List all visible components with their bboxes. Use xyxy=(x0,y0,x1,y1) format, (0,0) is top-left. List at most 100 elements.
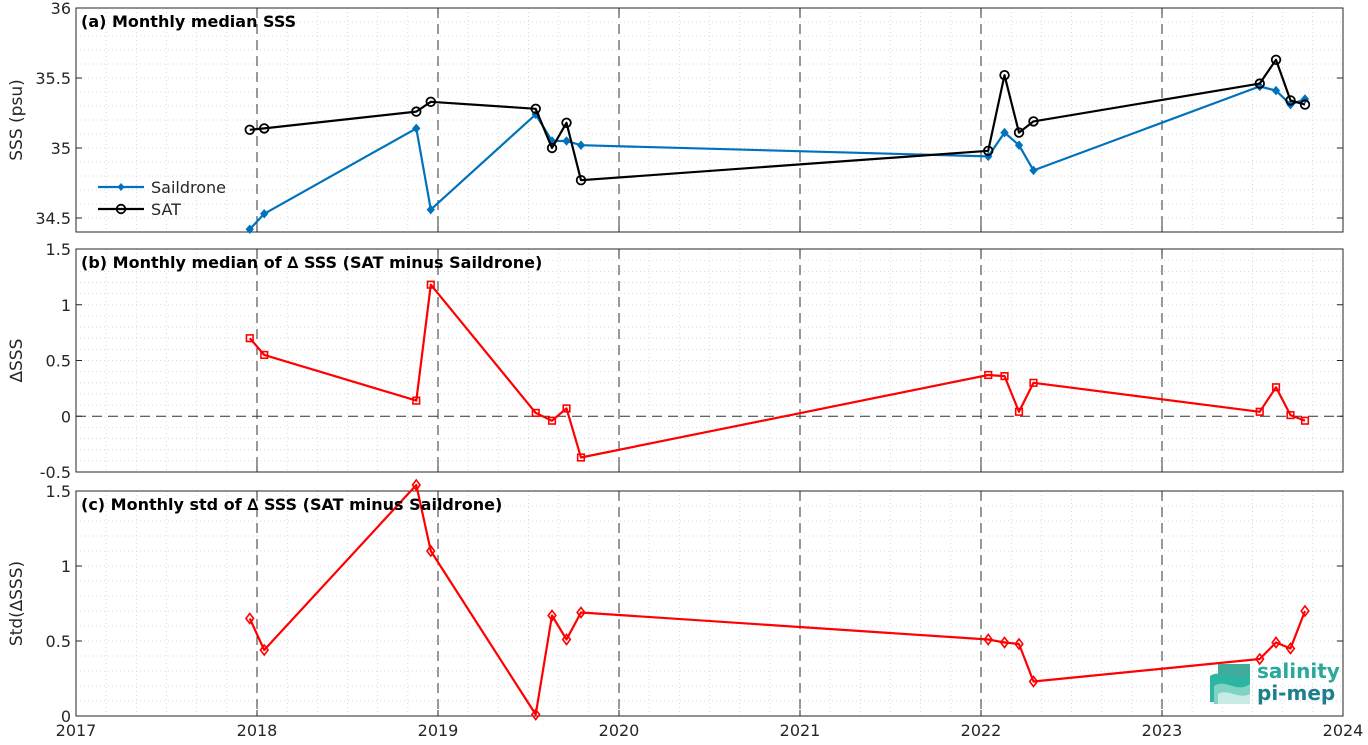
y-tick-label: 1.5 xyxy=(46,482,71,501)
data-point xyxy=(1270,54,1282,66)
data-point xyxy=(1014,407,1024,416)
data-point xyxy=(1000,127,1009,138)
data-point xyxy=(245,224,254,234)
logo-line1: salinity xyxy=(1257,659,1340,683)
data-point xyxy=(1014,140,1024,150)
x-tick-label: 2022 xyxy=(961,721,1002,740)
data-point xyxy=(1299,99,1311,110)
data-point xyxy=(425,96,436,108)
data-point xyxy=(1271,636,1281,649)
data-point xyxy=(547,609,557,622)
data-point xyxy=(983,145,994,157)
y-tick-label: 34.5 xyxy=(35,209,71,228)
y-tick-label: 0.5 xyxy=(46,352,71,371)
x-tick-label: 2024 xyxy=(1323,721,1364,740)
data-point xyxy=(561,117,572,129)
y-tick-label: 36 xyxy=(51,0,71,18)
data-point xyxy=(244,124,255,136)
data-point xyxy=(259,123,270,134)
data-point xyxy=(425,544,436,558)
data-point xyxy=(531,408,540,418)
y-tick-label: 0.5 xyxy=(46,632,71,651)
panel-title: (a) Monthly median SSS xyxy=(81,12,296,31)
data-point xyxy=(546,142,558,154)
x-tick-label: 2018 xyxy=(237,721,278,740)
salinity-pi-mep-logo: salinity pi-mep xyxy=(1210,659,1340,705)
data-point xyxy=(412,123,421,134)
data-point xyxy=(411,478,422,492)
data-point xyxy=(999,69,1010,81)
wave-icon xyxy=(1210,664,1250,704)
series-delta xyxy=(245,280,1310,462)
data-point xyxy=(1254,652,1265,666)
data-point xyxy=(1029,165,1038,176)
panel-title: (c) Monthly std of ∆ SSS (SAT minus Sail… xyxy=(81,495,502,514)
data-point xyxy=(1028,116,1039,127)
legend-label: SAT xyxy=(151,200,181,219)
data-point xyxy=(244,612,255,625)
data-point xyxy=(983,633,994,646)
series-line xyxy=(249,58,1306,182)
logo-line2: pi-mep xyxy=(1257,681,1335,705)
data-point xyxy=(1300,416,1310,425)
data-point xyxy=(245,334,254,343)
panel-b-median-delta-sss: -0.5 0 0.5 1 1.5 ∆SSS (b) Monthly median of ∆ … xyxy=(7,240,1344,482)
legend: Saildrone SAT xyxy=(98,178,226,219)
data-point xyxy=(1013,127,1025,138)
data-point xyxy=(412,396,421,405)
y-tick-label: 1 xyxy=(61,296,71,315)
data-point xyxy=(259,643,270,657)
data-point xyxy=(426,204,435,215)
legend-label: Saildrone xyxy=(151,178,226,197)
data-point xyxy=(561,633,572,646)
data-point xyxy=(547,416,557,425)
data-point xyxy=(1029,378,1038,387)
y-tick-label: 35.5 xyxy=(35,69,71,88)
data-point xyxy=(576,606,586,619)
x-tick-label: 2019 xyxy=(418,721,459,740)
data-point xyxy=(1286,411,1295,420)
data-point xyxy=(1000,372,1009,381)
y-axis-label: Std(∆SSS) xyxy=(7,561,27,646)
x-tick-label: 2023 xyxy=(1142,721,1183,740)
data-point xyxy=(1300,604,1310,618)
legend-swatch-marker xyxy=(117,183,125,191)
data-point xyxy=(984,370,993,380)
data-point xyxy=(1028,675,1039,688)
y-tick-label: 0 xyxy=(61,407,71,426)
data-point xyxy=(1285,95,1296,106)
data-point xyxy=(260,350,269,360)
panel-c-std-delta-sss: 0 0.5 1 1.5 2017 2018 2019 2020 2021 2022 2023 2024… xyxy=(7,478,1364,740)
series-line xyxy=(248,85,1306,230)
y-axis-label: SSS (psu) xyxy=(7,79,27,160)
data-point xyxy=(1014,637,1024,651)
x-tick-label: 2021 xyxy=(780,721,821,740)
y-tick-label: 1.5 xyxy=(46,240,71,259)
data-point xyxy=(530,103,541,115)
y-tick-label: -0.5 xyxy=(40,463,71,482)
series-line xyxy=(248,283,1306,459)
data-point xyxy=(1285,642,1296,655)
data-point xyxy=(562,136,571,146)
x-tick-label: 2020 xyxy=(599,721,640,740)
data-point xyxy=(260,209,269,219)
data-point xyxy=(575,174,587,186)
data-point xyxy=(999,636,1010,649)
data-point xyxy=(411,106,422,117)
legend-swatch-marker xyxy=(115,203,127,215)
data-point xyxy=(1255,407,1264,416)
y-tick-label: 0 xyxy=(61,707,71,726)
series-delta xyxy=(244,478,1310,721)
data-point xyxy=(562,404,571,413)
series-sat xyxy=(244,54,1311,186)
data-point xyxy=(530,708,541,721)
plot-frame xyxy=(75,490,1344,717)
x-tick-label: 2017 xyxy=(56,721,97,740)
data-point xyxy=(426,280,435,289)
series-line xyxy=(248,483,1307,716)
data-point xyxy=(1271,383,1281,392)
plot-frame xyxy=(75,7,1344,233)
y-tick-label: 35 xyxy=(51,139,71,158)
series-saildrone xyxy=(245,81,1310,234)
